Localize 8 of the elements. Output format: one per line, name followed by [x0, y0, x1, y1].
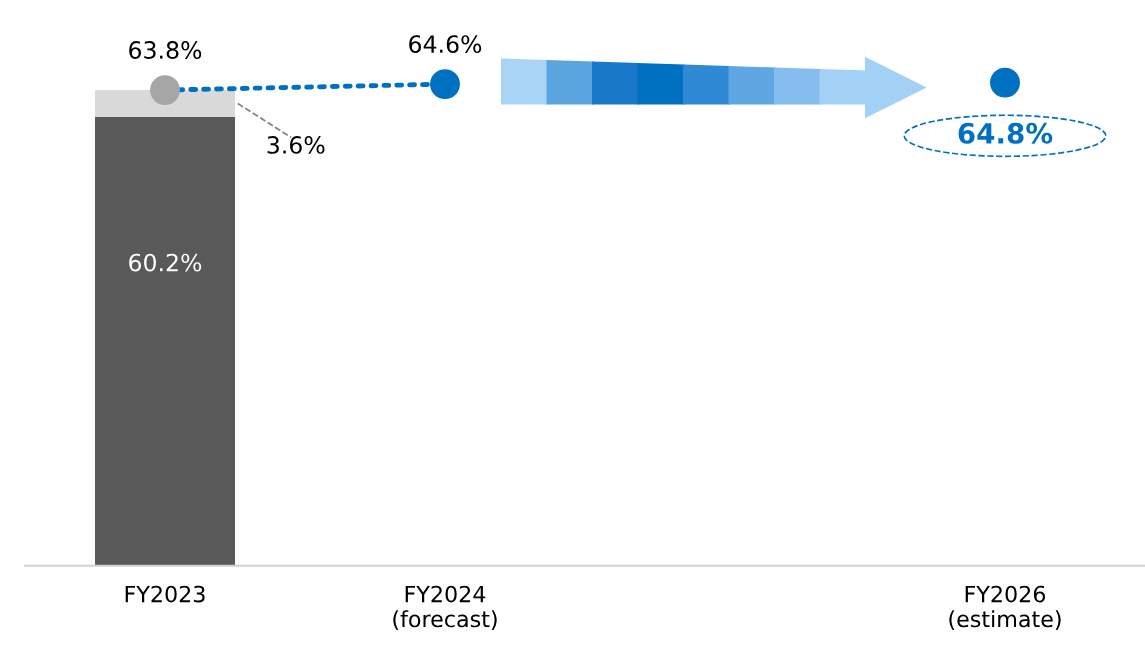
data-label: 63.8%: [129, 41, 202, 59]
x-tick-label: FY2024 (forecast): [393, 585, 497, 630]
data-label: 60.2%: [129, 253, 202, 272]
data-label: 3.6%: [267, 136, 325, 154]
data-label: 64.6%: [409, 35, 482, 53]
x-tick-label: FY2026 (estimate): [949, 585, 1061, 630]
x-tick-label: FY2023: [125, 585, 205, 603]
data-label: 64.8%: [958, 122, 1053, 144]
